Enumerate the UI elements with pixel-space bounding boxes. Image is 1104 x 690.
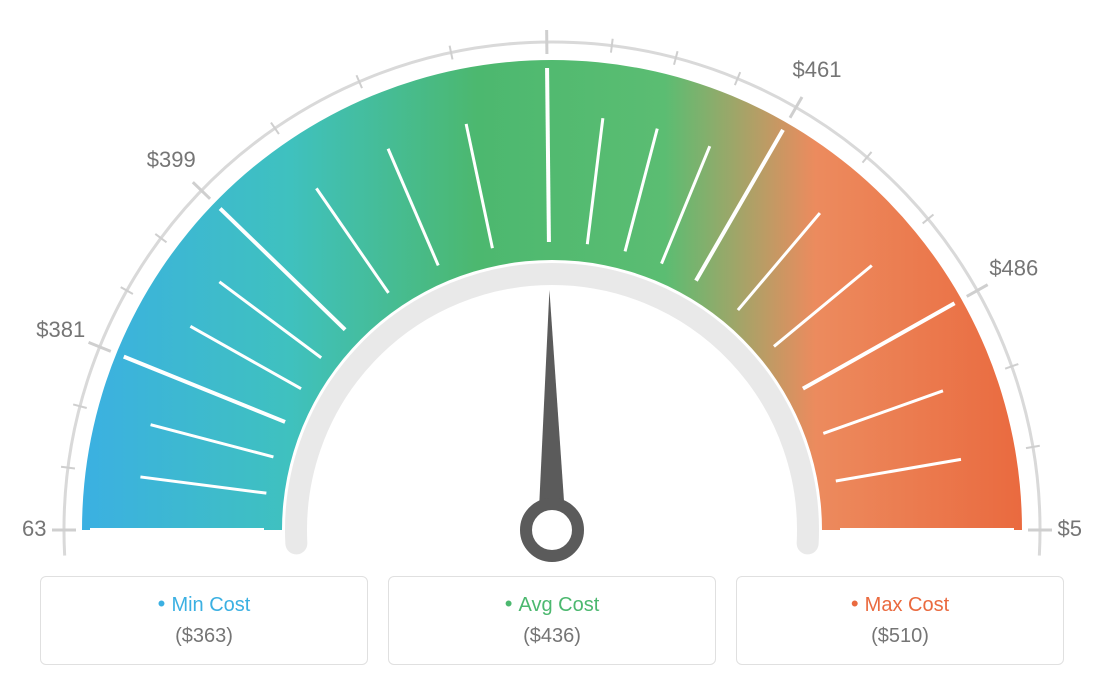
- svg-text:$381: $381: [36, 317, 85, 342]
- legend-card-min: Min Cost ($363): [40, 576, 368, 665]
- legend-min-value: ($363): [57, 625, 351, 648]
- legend-avg-value: ($436): [405, 625, 699, 648]
- svg-text:$486: $486: [989, 256, 1038, 281]
- legend-max-value: ($510): [753, 625, 1047, 648]
- legend-max-label: Max Cost: [753, 591, 1047, 617]
- legend-row: Min Cost ($363) Avg Cost ($436) Max Cost…: [40, 576, 1064, 665]
- svg-text:$436: $436: [522, 10, 571, 11]
- legend-card-max: Max Cost ($510): [736, 576, 1064, 665]
- svg-text:$399: $399: [147, 147, 196, 172]
- legend-avg-label: Avg Cost: [405, 591, 699, 617]
- legend-min-label: Min Cost: [57, 591, 351, 617]
- cost-gauge: $363 $381 $399 $436 $461 $486 $510: [22, 10, 1082, 570]
- svg-text:$363: $363: [22, 516, 46, 541]
- svg-text:$461: $461: [793, 57, 842, 82]
- gauge-svg: $363 $381 $399 $436 $461 $486 $510: [22, 10, 1082, 570]
- svg-text:$510: $510: [1058, 516, 1082, 541]
- legend-card-avg: Avg Cost ($436): [388, 576, 716, 665]
